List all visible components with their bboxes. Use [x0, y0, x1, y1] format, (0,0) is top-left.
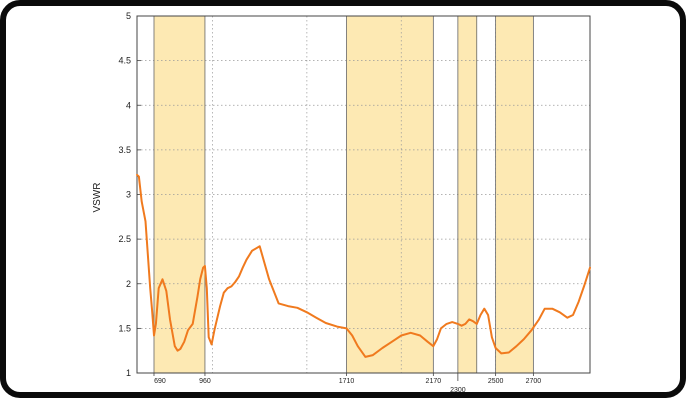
x-tick-label: 2170: [426, 378, 442, 385]
vswr-series-line: [136, 173, 591, 358]
y-tick-label: 4: [126, 100, 131, 110]
x-tick-label: 2700: [526, 378, 542, 385]
x-tick-label: 2300: [450, 387, 466, 394]
x-tick-label: 1710: [339, 378, 355, 385]
y-tick-label: 2: [126, 279, 131, 289]
y-tick-label: 3: [126, 190, 131, 200]
x-tick-label: 2500: [488, 378, 504, 385]
y-tick-label: 1.5: [118, 323, 131, 333]
band-edge-lines: [153, 16, 534, 373]
x-tick-label: 690: [154, 378, 166, 385]
y-axis-ticks: 1 1.5 2 2.5 3 3.5 4 4.5 5: [118, 11, 141, 378]
band-2: [457, 16, 477, 373]
y-tick-label: 5: [126, 11, 131, 21]
y-tick-label: 2.5: [118, 234, 131, 244]
x-tick-label: 960: [199, 378, 211, 385]
y-axis-label: VSWR: [92, 183, 103, 213]
y-tick-label: 1: [126, 368, 131, 378]
y-tick-label: 3.5: [118, 145, 131, 155]
x-axis-ticks: 690 960 1710 2170 2300 2500 2700: [153, 373, 542, 394]
y-tick-label: 4.5: [118, 56, 131, 66]
